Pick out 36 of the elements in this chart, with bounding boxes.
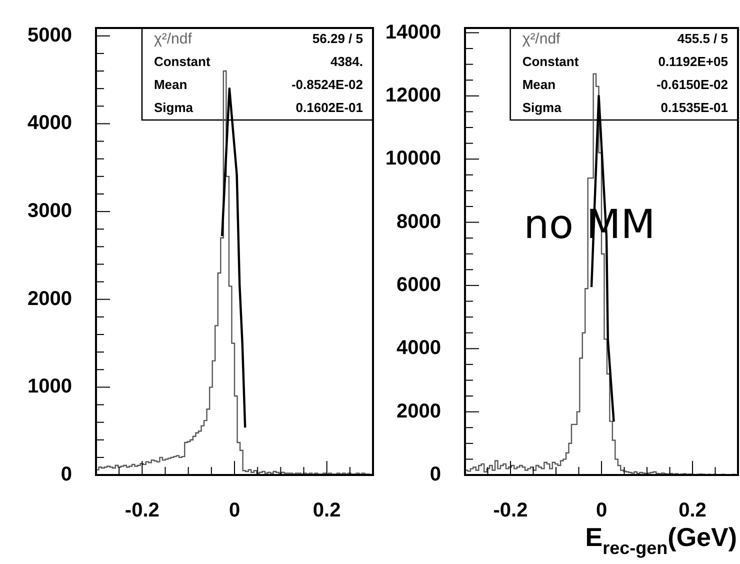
y-tick-label: 4000 [28, 112, 72, 134]
y-tick-label: 0 [430, 464, 441, 486]
x-tick-label: -0.2 [124, 500, 160, 522]
annotation: Sigma [154, 100, 194, 116]
x-tick-label: -0.2 [493, 500, 528, 522]
y-tick-label: 2000 [28, 288, 72, 310]
annotation: 0.1535E-01 [660, 100, 728, 116]
annotation: Mean [154, 77, 188, 92]
x-tick-label: 0.2 [678, 500, 706, 522]
annotation: 0.1192E+05 [658, 54, 728, 70]
annotation: χ²/ndf [522, 30, 562, 48]
y-tick-label: 0 [60, 464, 72, 486]
annotation: 4384. [330, 54, 363, 70]
annotation: 455.5 / 5 [677, 31, 728, 46]
annotation: Constant [154, 54, 211, 70]
y-tick-label: 6000 [396, 274, 441, 296]
annotation: 0.1602E-01 [296, 100, 363, 116]
annotation: Sigma [522, 100, 562, 116]
x-tick-label: 0 [596, 500, 608, 522]
y-tick-label: 1000 [28, 376, 72, 398]
annotation: -0.8524E-02 [291, 77, 363, 92]
y-tick-label: 12000 [385, 84, 441, 106]
y-tick-label: 14000 [385, 21, 441, 44]
x-tick-label: 0 [228, 500, 240, 522]
annotation: 56.29 / 5 [312, 31, 363, 46]
y-tick-label: 4000 [396, 337, 441, 360]
y-tick-label: 5000 [28, 24, 72, 46]
y-tick-label: 8000 [396, 210, 441, 233]
y-tick-label: 3000 [28, 200, 72, 222]
annotation: χ²/ndf [154, 30, 193, 48]
y-tick-label: 10000 [385, 148, 441, 170]
annotation: -0.6150E-02 [656, 77, 728, 92]
y-tick-label: 2000 [396, 400, 441, 422]
annotation: Constant [522, 54, 580, 70]
x-tick-label: 0.2 [312, 500, 341, 522]
annotation: Mean [522, 77, 556, 92]
